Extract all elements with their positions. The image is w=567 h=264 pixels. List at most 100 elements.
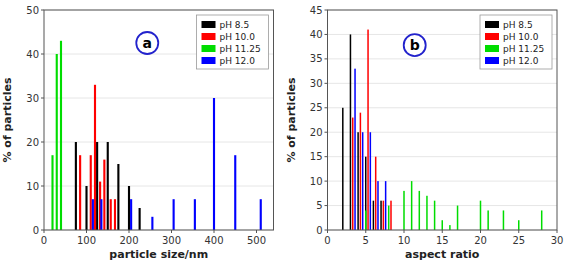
x-axis-label: aspect ratio bbox=[405, 248, 480, 261]
x-axis-label: particle size/nm bbox=[109, 248, 208, 261]
panel: 051015202530354045051015202530aspect rat… bbox=[285, 5, 564, 262]
bar bbox=[75, 142, 77, 230]
legend-label: pH 10.0 bbox=[220, 32, 256, 42]
bar bbox=[79, 155, 81, 230]
bar bbox=[92, 199, 94, 230]
legend-label: pH 12.0 bbox=[220, 56, 256, 66]
tick-label: 35 bbox=[310, 53, 323, 64]
tick-label: 5 bbox=[363, 235, 369, 246]
tick-label: 300 bbox=[162, 235, 181, 246]
tick-label: 30 bbox=[310, 78, 323, 89]
bar bbox=[128, 186, 130, 230]
bar bbox=[260, 199, 262, 230]
grid-line bbox=[44, 98, 274, 99]
figure: 010203040500100200300400500particle size… bbox=[0, 0, 567, 264]
bar bbox=[103, 160, 105, 230]
tick-label: 10 bbox=[26, 181, 39, 192]
bar bbox=[360, 113, 362, 230]
tick-label: 10 bbox=[310, 176, 323, 187]
y-axis-label: % of particles bbox=[1, 77, 14, 163]
tick-label: 30 bbox=[551, 235, 564, 246]
tick-label: 20 bbox=[310, 127, 323, 138]
bar bbox=[383, 201, 385, 230]
grid-line bbox=[328, 181, 558, 182]
tick-label: 15 bbox=[310, 151, 323, 162]
legend: pH 8.5pH 10.0pH 11.25pH 12.0 bbox=[197, 15, 269, 69]
bar bbox=[518, 220, 520, 230]
bar bbox=[362, 132, 364, 230]
legend-box bbox=[480, 15, 552, 69]
legend-swatch bbox=[202, 57, 216, 64]
bar bbox=[100, 199, 102, 230]
bar bbox=[107, 142, 109, 230]
bars bbox=[342, 30, 542, 230]
y-axis-label: % of particles bbox=[285, 77, 298, 163]
legend-label: pH 12.0 bbox=[503, 56, 539, 66]
tick-label: 5 bbox=[316, 200, 322, 211]
tick-label: 500 bbox=[247, 235, 266, 246]
bar bbox=[213, 98, 215, 230]
annotation-circle bbox=[404, 34, 426, 56]
bar bbox=[151, 217, 153, 230]
tick-label: 0 bbox=[33, 225, 39, 236]
legend-swatch bbox=[202, 33, 216, 40]
tick-label: 10 bbox=[398, 235, 411, 246]
tick-label: 400 bbox=[204, 235, 223, 246]
bar bbox=[60, 41, 62, 230]
tick-label: 30 bbox=[26, 93, 39, 104]
legend-swatch bbox=[202, 45, 216, 52]
legend-box bbox=[197, 15, 269, 69]
bar bbox=[380, 201, 382, 230]
plot-frame bbox=[44, 10, 274, 230]
tick-label: 40 bbox=[310, 29, 323, 40]
tick-label: 20 bbox=[474, 235, 487, 246]
grid-line bbox=[44, 186, 274, 187]
tick-label: 40 bbox=[26, 49, 39, 60]
bar bbox=[365, 210, 367, 230]
tick-label: 15 bbox=[436, 235, 449, 246]
bar bbox=[365, 157, 367, 230]
bar bbox=[434, 201, 436, 230]
legend-swatch bbox=[485, 33, 499, 40]
legend-swatch bbox=[202, 21, 216, 28]
legend-label: pH 11.25 bbox=[220, 44, 261, 54]
tick-label: 0 bbox=[316, 225, 322, 236]
bar bbox=[403, 191, 405, 230]
annotation-circle bbox=[136, 32, 158, 54]
legend-label: pH 10.0 bbox=[503, 32, 539, 42]
bar bbox=[342, 108, 344, 230]
legend-swatch bbox=[485, 45, 499, 52]
bar bbox=[354, 69, 356, 230]
bar bbox=[114, 199, 116, 230]
grid-line bbox=[328, 132, 558, 133]
tick-label: 200 bbox=[119, 235, 138, 246]
bar bbox=[173, 199, 175, 230]
bar bbox=[385, 181, 387, 230]
bar bbox=[503, 210, 505, 230]
bar bbox=[56, 54, 58, 230]
bar bbox=[90, 155, 92, 230]
annotation: b bbox=[410, 37, 420, 53]
grid-line bbox=[328, 156, 558, 157]
bar bbox=[541, 210, 543, 230]
legend-label: pH 11.25 bbox=[503, 44, 544, 54]
tick-label: 100 bbox=[77, 235, 96, 246]
bar bbox=[51, 155, 53, 230]
tick-label: 45 bbox=[310, 5, 323, 16]
bar bbox=[449, 225, 451, 230]
tick-label: 50 bbox=[26, 5, 39, 16]
bar bbox=[426, 196, 428, 230]
bar bbox=[352, 118, 354, 230]
legend-label: pH 8.5 bbox=[503, 20, 533, 30]
bar bbox=[94, 85, 96, 230]
tick-label: 0 bbox=[324, 235, 330, 246]
legend: pH 8.5 pH 10.0 pH 11.25 pH 12.0 bbox=[480, 15, 552, 69]
plot-frame bbox=[328, 10, 558, 230]
legend-swatch bbox=[485, 57, 499, 64]
bar bbox=[367, 30, 369, 230]
bar bbox=[373, 201, 375, 230]
bar bbox=[357, 132, 359, 230]
bar bbox=[139, 208, 141, 230]
bar bbox=[110, 199, 112, 230]
bar bbox=[442, 220, 444, 230]
